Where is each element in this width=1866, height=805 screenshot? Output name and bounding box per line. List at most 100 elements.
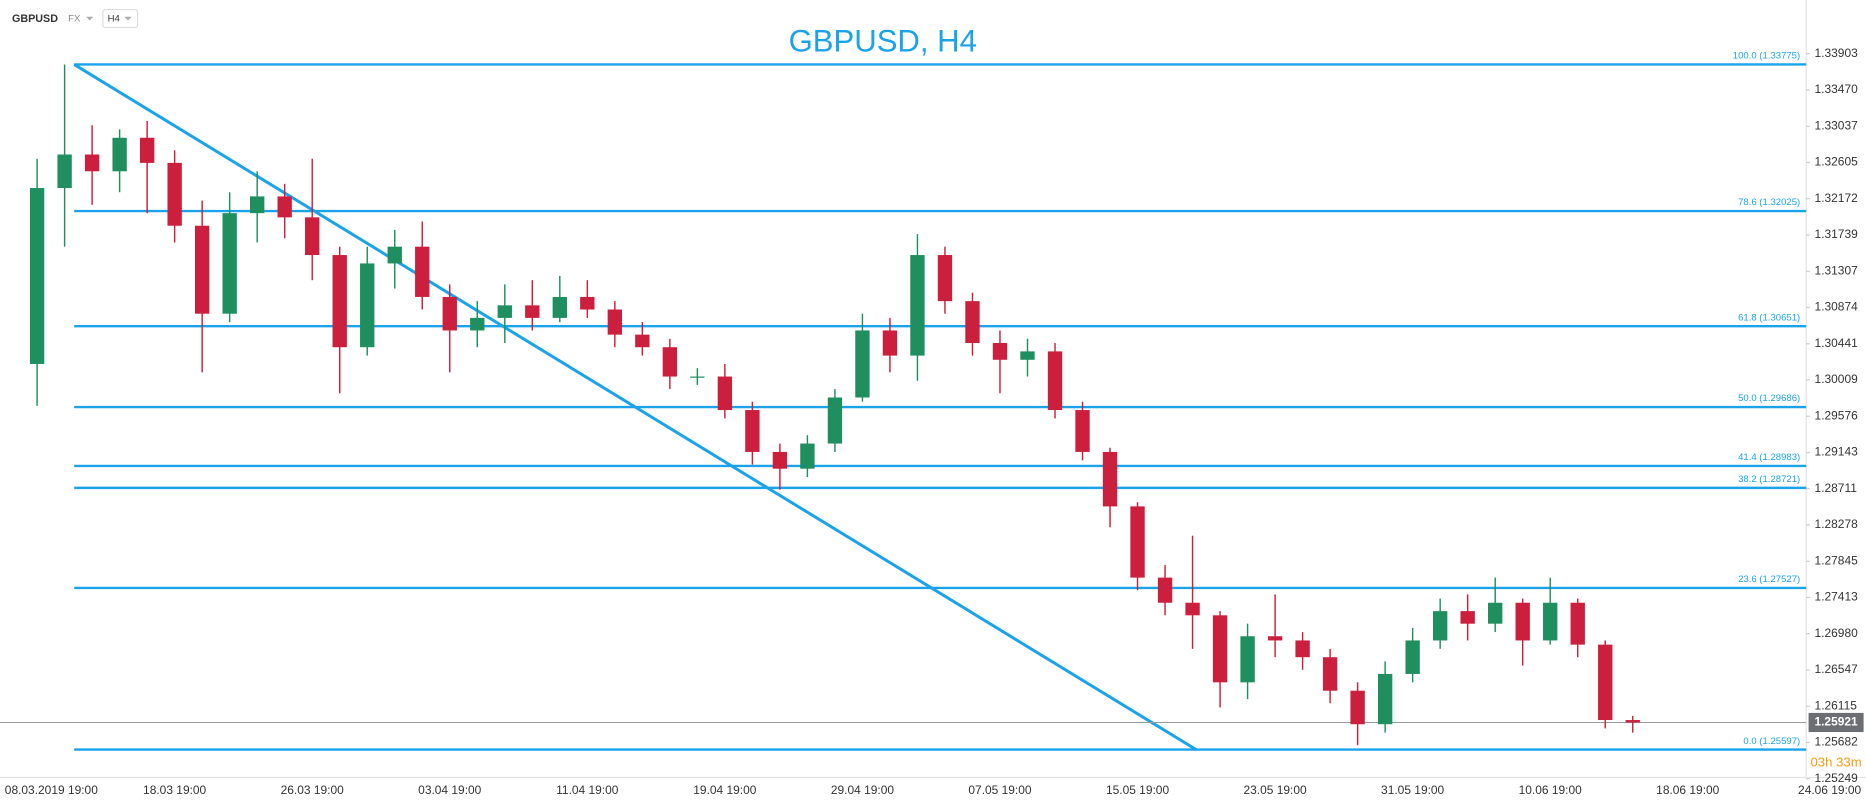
y-tick-label: 1.33037 [1815,118,1859,132]
candle-body [580,296,595,310]
chart-title: GBPUSD, H4 [789,23,977,58]
candle-body [84,154,100,172]
candle-body [1625,720,1640,723]
candle-body [277,196,292,218]
candle-body [937,255,953,302]
candle-body [635,334,650,348]
candle-body [332,255,347,348]
timeframe-box[interactable] [102,8,139,29]
candle-body [1377,673,1393,725]
candle-body [415,246,430,297]
candle-body [992,343,1008,360]
fib-label: 61.8 (1.30651) [1738,312,1800,323]
candle-body [222,213,237,314]
candle-body [827,397,843,444]
candle-body [662,347,678,377]
y-tick-label: 1.29576 [1815,408,1859,422]
candle-body [965,301,980,344]
y-tick-label: 1.26115 [1815,698,1858,712]
candle-body [57,154,72,189]
y-tick-label: 1.31739 [1815,227,1859,241]
candle-body [112,137,127,172]
candle-body [1295,640,1310,658]
y-tick-label: 1.25249 [1815,771,1859,785]
last-price-label: 1.25921 [1814,715,1858,729]
x-tick-label: 19.04 19:00 [693,783,756,797]
y-tick-label: 1.27845 [1815,553,1859,567]
candle-body [305,217,320,256]
candle-body [167,162,182,226]
candle-body [745,410,760,452]
candle-body [1157,577,1173,603]
candle-body [1075,410,1090,452]
fib-label: 23.6 (1.27527) [1738,574,1800,585]
candle-body [470,317,485,331]
market[interactable]: FX [68,14,81,25]
y-tick-label: 1.30874 [1815,300,1859,314]
timeframe[interactable]: H4 [108,14,121,25]
x-tick-label: 31.05 19:00 [1381,783,1444,797]
candle-body [139,137,155,163]
countdown: 03h 33m [1811,755,1862,770]
x-tick-label: 03.04 19:00 [418,783,481,797]
x-tick-label: 29.04 19:00 [831,783,894,797]
candle-body [1102,451,1118,507]
candle-body [607,309,623,335]
y-tick-label: 1.32172 [1815,191,1859,205]
candle-body [1047,351,1063,411]
y-tick-label: 1.33470 [1815,82,1859,96]
fib-label: 50.0 (1.29686) [1738,393,1800,404]
candle-body [882,330,898,356]
candle-body [800,443,815,469]
x-tick-label: 10.06 19:00 [1519,783,1582,797]
y-tick-label: 1.28278 [1815,517,1859,531]
candle-body [29,188,45,364]
y-tick-label: 1.30441 [1815,336,1859,350]
candle-body [910,255,925,356]
candle-body [1240,636,1255,683]
y-tick-label: 1.26980 [1815,626,1859,640]
dropdown-icon[interactable] [124,16,132,21]
candle-body [855,330,870,398]
candle-body [1460,611,1475,624]
candle-body [387,246,402,264]
candle-body [1515,602,1530,641]
candle-body [1185,602,1200,616]
x-tick-label: 23.05 19:00 [1244,783,1307,797]
fib-label: 0.0 (1.25597) [1743,736,1800,747]
x-tick-label: 07.05 19:00 [968,783,1031,797]
y-tick-label: 1.27413 [1815,590,1859,604]
candle-body [1322,657,1338,691]
x-tick-label: 11.04 19:00 [556,783,619,797]
candle-body [1020,351,1035,360]
y-tick-label: 1.32605 [1815,155,1859,169]
y-tick-label: 1.28711 [1815,481,1858,495]
candle-body [1130,506,1145,578]
candle-body [1598,644,1613,721]
candle-body [690,376,705,378]
trend-line [73,63,1197,751]
candle-body [552,296,567,318]
y-tick-label: 1.25682 [1815,735,1859,749]
x-tick-label: 18.03 19:00 [143,783,206,797]
candle-body [1350,690,1365,725]
candle-body [772,451,788,469]
y-tick-label: 1.33903 [1815,46,1859,60]
y-tick-label: 1.26547 [1815,662,1859,676]
fib-label: 38.2 (1.28721) [1738,474,1800,485]
fib-label: 41.4 (1.28983) [1738,452,1800,463]
x-tick-label: 26.03 19:00 [281,783,344,797]
dropdown-icon[interactable] [86,16,94,21]
y-tick-label: 1.31307 [1815,263,1859,277]
x-tick-label: 15.05 19:00 [1106,783,1169,797]
symbol[interactable]: GBPUSD [12,13,58,25]
candle-body [442,296,457,331]
candle-body [360,263,375,348]
x-tick-label: 18.06 19:00 [1656,783,1719,797]
last-price-box [1808,712,1864,733]
candle-body [1267,636,1283,641]
x-tick-label: 08.03.2019 19:00 [5,783,98,797]
